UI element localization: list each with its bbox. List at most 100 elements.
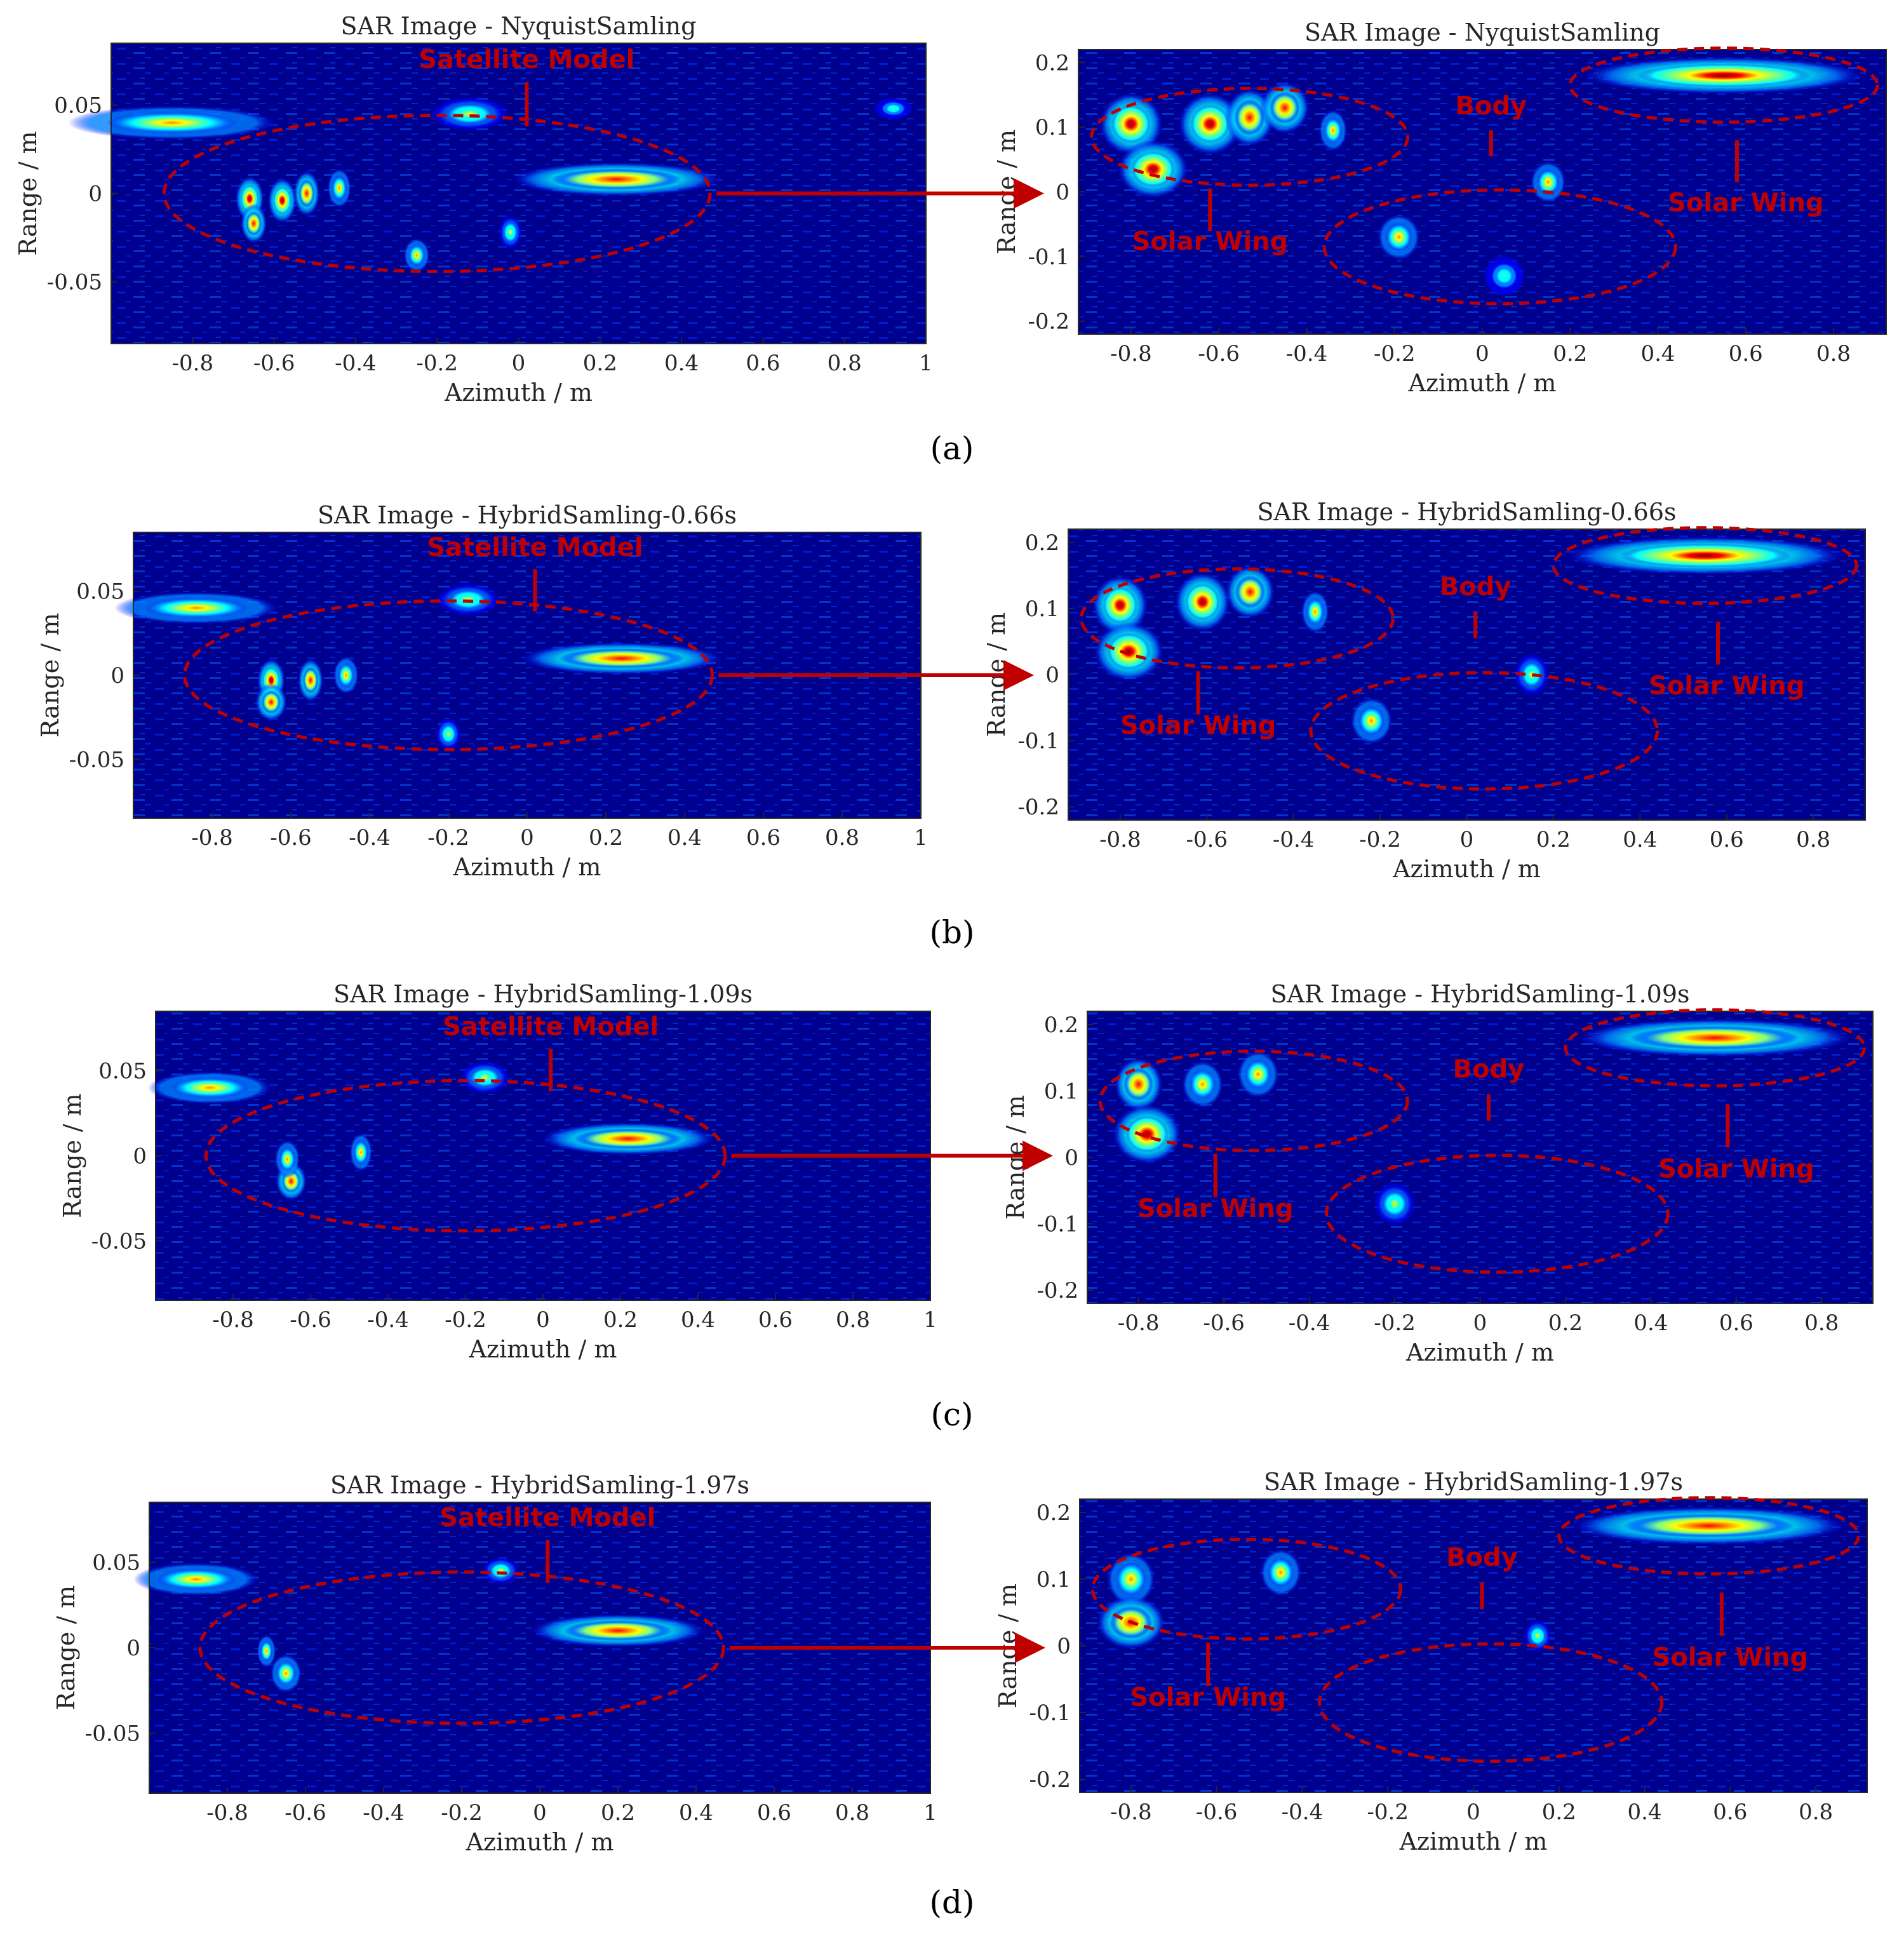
heat-spot xyxy=(1269,91,1301,125)
y-tick-label: 0.2 xyxy=(1036,1500,1071,1526)
x-tick-label: 0.2 xyxy=(583,351,617,376)
heat-spot xyxy=(1185,583,1220,621)
satellite-model-label: Satellite Model xyxy=(419,45,634,74)
x-tick-label: -0.8 xyxy=(172,351,214,376)
x-tick-label: -0.6 xyxy=(1196,1800,1238,1825)
heat-spot xyxy=(1629,1026,1800,1050)
y-tick-label: -0.1 xyxy=(1017,729,1059,754)
heat-spot xyxy=(1381,1190,1408,1218)
y-axis-label: Range / m xyxy=(58,1093,86,1218)
x-tick-label: -0.4 xyxy=(349,825,391,851)
x-tick-label: 0.4 xyxy=(1633,1310,1668,1336)
x-tick-label: -0.6 xyxy=(253,351,295,376)
x-tick-label: 0 xyxy=(512,351,526,376)
panel-title: SAR Image - HybridSamling-1.97s xyxy=(1264,1468,1683,1496)
heat-spot xyxy=(260,1641,272,1662)
x-tick-label: -0.2 xyxy=(445,1307,486,1333)
satellite-model-ellipse xyxy=(204,1079,727,1233)
x-tick-label: 1 xyxy=(919,351,933,376)
panel-title: SAR Image - HybridSamling-0.66s xyxy=(318,501,737,529)
x-tick-label: 0 xyxy=(536,1307,550,1333)
y-tick-label: -0.2 xyxy=(1036,1278,1078,1303)
y-tick-label: 0 xyxy=(126,1636,140,1661)
panel-1-zoom: -0.8 -0.6 -0.4 -0.2 0 0.2 0.4 0.6 0.8 0.2 0.1 0 -0.1… xyxy=(982,498,1866,883)
y-tick-label: -0.1 xyxy=(1028,245,1069,270)
y-tick-label: 0.2 xyxy=(1044,1013,1078,1038)
heat-spot xyxy=(1116,1562,1146,1596)
heat-spot xyxy=(558,648,685,669)
heat-spot xyxy=(1125,1115,1169,1153)
x-tick-label: 0.8 xyxy=(1816,341,1851,367)
x-tick-label: 0 xyxy=(1466,1800,1480,1825)
heat-spot xyxy=(1491,263,1518,289)
y-axis-label: Range / m xyxy=(52,1585,80,1710)
x-tick-label: -0.2 xyxy=(1367,1800,1409,1825)
heat-spot xyxy=(1635,64,1812,88)
heat-spot xyxy=(273,186,292,215)
body-ellipse xyxy=(1324,1154,1670,1274)
panel-label: (d) xyxy=(929,1884,974,1921)
solar-wing-right-ellipse xyxy=(1557,1496,1861,1576)
satellite-model-ellipse xyxy=(198,1570,725,1725)
x-tick-label: -0.8 xyxy=(1110,341,1152,367)
x-tick-label: -0.4 xyxy=(335,351,377,376)
y-tick-label: -0.1 xyxy=(1036,1212,1078,1237)
y-tick-label: 0 xyxy=(1064,1145,1078,1171)
x-axis-label: Azimuth / m xyxy=(453,853,601,881)
x-tick-label: 0.4 xyxy=(664,351,699,376)
x-tick-label: 1 xyxy=(923,1307,937,1333)
panel-title: SAR Image - NyquistSamling xyxy=(341,12,697,40)
heat-spot xyxy=(573,1128,683,1149)
heat-spot xyxy=(1623,1514,1795,1538)
panel-title: SAR Image - HybridSamling-0.66s xyxy=(1257,498,1676,526)
x-tick-label: -0.8 xyxy=(1118,1310,1160,1336)
heat-spot xyxy=(489,1562,513,1580)
y-tick-label: -0.05 xyxy=(69,747,124,772)
x-tick-label: -0.2 xyxy=(1374,1310,1416,1336)
x-tick-label: 0 xyxy=(533,1800,547,1826)
y-tick-label: -0.1 xyxy=(1029,1700,1071,1726)
solar-wing-left-ellipse xyxy=(1079,567,1395,670)
heat-spot xyxy=(157,1569,236,1590)
x-tick-label: -0.8 xyxy=(191,825,233,851)
y-tick-label: 0.2 xyxy=(1035,50,1069,76)
panel-2-zoom: -0.8 -0.6 -0.4 -0.2 0 0.2 0.4 0.6 0.8 0.2 0.1 0 -0.1… xyxy=(1002,980,1874,1366)
x-tick-label: 1 xyxy=(923,1800,937,1826)
x-tick-label: 0.6 xyxy=(1710,827,1744,852)
y-tick-label: 0 xyxy=(88,182,102,207)
heat-spot xyxy=(1306,598,1324,625)
solar-wing-right-ellipse xyxy=(1564,1008,1867,1087)
x-axis-label: Azimuth / m xyxy=(444,379,593,407)
y-tick-label: 0.1 xyxy=(1025,596,1059,622)
heat-spot xyxy=(1245,1060,1271,1089)
x-tick-label: 0.6 xyxy=(746,825,781,851)
heat-spot xyxy=(145,598,248,619)
x-axis-label: Azimuth / m xyxy=(1408,369,1557,397)
x-tick-label: 0 xyxy=(520,825,534,851)
heat-spot xyxy=(1385,222,1412,252)
heat-spot xyxy=(563,1620,673,1641)
x-tick-label: -0.6 xyxy=(1198,341,1240,367)
solar-wing-left-label: Solar Wing xyxy=(1132,227,1289,257)
heat-spot xyxy=(332,175,347,201)
y-tick-label: 0 xyxy=(1045,663,1059,688)
x-tick-label: -0.2 xyxy=(427,825,469,851)
x-tick-label: 0 xyxy=(1473,1310,1487,1336)
x-tick-label: 0.6 xyxy=(1719,1310,1753,1336)
heat-spot xyxy=(1324,117,1342,144)
x-tick-label: 0.2 xyxy=(1553,341,1587,367)
y-tick-label: -0.2 xyxy=(1029,1767,1071,1793)
x-tick-label: 0.2 xyxy=(603,1307,638,1333)
x-tick-label: 0.8 xyxy=(825,825,859,851)
heat-spot xyxy=(354,1140,368,1164)
heat-spot xyxy=(1235,575,1266,609)
heat-spot xyxy=(298,179,315,208)
body-label: Body xyxy=(1455,91,1527,121)
solar-wing-left-label: Solar Wing xyxy=(1137,1194,1294,1223)
x-tick-label: -0.6 xyxy=(1186,827,1228,852)
y-tick-label: -0.05 xyxy=(47,270,102,295)
x-tick-label: 0.2 xyxy=(1548,1310,1583,1336)
y-axis-label: Range / m xyxy=(14,131,42,255)
x-tick-label: 0.4 xyxy=(1628,1800,1662,1825)
panel-0-full: -0.8 -0.6 -0.4 -0.2 0 0.2 0.4 0.6 0.8 1 0.05 0 -0.05… xyxy=(14,12,933,407)
